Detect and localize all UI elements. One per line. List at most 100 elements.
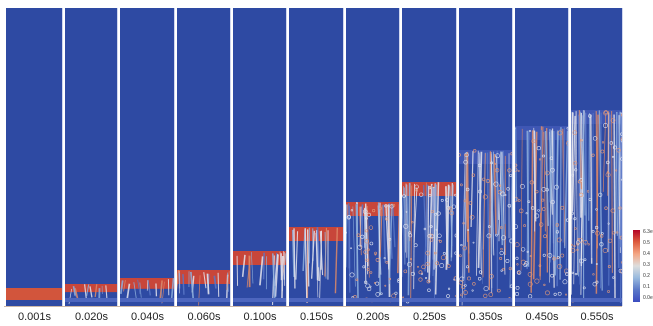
- plume-finger: [486, 152, 490, 289]
- plume-finger: [424, 184, 429, 272]
- mixed-eddy: [364, 229, 368, 233]
- mixed-eddy: [501, 235, 507, 241]
- mixed-eddy: [403, 269, 408, 274]
- frame-image: [6, 8, 63, 306]
- frame-image: [120, 8, 175, 306]
- colorbar-tick-label: 0.4: [643, 251, 650, 257]
- mixed-eddy: [579, 192, 584, 197]
- bottom-layer: [120, 298, 175, 302]
- plume-finger: [133, 282, 137, 299]
- mixing-front: [233, 251, 287, 265]
- mixed-eddy: [541, 187, 547, 192]
- mixed-eddy: [545, 290, 550, 296]
- mixed-eddy: [460, 293, 463, 297]
- mixed-eddy: [487, 225, 491, 229]
- plume-finger: [410, 185, 413, 301]
- mixed-eddy: [467, 276, 471, 281]
- mixed-eddy: [425, 250, 431, 256]
- mixed-eddy: [428, 186, 432, 190]
- mixed-eddy: [603, 123, 608, 128]
- mixed-eddy: [571, 248, 576, 253]
- mixed-eddy: [356, 233, 361, 238]
- mixed-eddy: [594, 225, 599, 230]
- mixed-eddy: [595, 230, 600, 236]
- plume-finger: [432, 187, 435, 276]
- mixed-eddy: [360, 234, 365, 239]
- plume-finger: [427, 185, 430, 273]
- mixed-eddy: [506, 187, 510, 191]
- bottom-layer: [346, 298, 400, 302]
- mixed-eddy: [537, 209, 540, 212]
- mixed-eddy: [436, 211, 441, 216]
- mixed-eddy: [362, 209, 368, 214]
- mixed-eddy: [599, 234, 604, 238]
- mixed-eddy: [445, 198, 449, 202]
- frame-image: [65, 8, 118, 306]
- mixed-eddy: [583, 239, 588, 245]
- plume-finger: [413, 187, 418, 243]
- mixed-eddy: [427, 288, 431, 293]
- mixed-eddy: [423, 227, 427, 231]
- frame-panel-0.020s: [65, 8, 118, 306]
- plume-finger: [262, 252, 265, 280]
- plume-finger: [241, 254, 246, 277]
- mixed-eddy: [598, 192, 603, 197]
- mixed-eddy: [547, 253, 553, 258]
- mixed-eddy: [600, 149, 605, 154]
- mixed-eddy: [607, 265, 611, 268]
- frame-panel-0.350s: [459, 8, 513, 306]
- mixed-eddy: [530, 206, 535, 210]
- plume-finger: [611, 111, 613, 273]
- mixed-eddy: [364, 280, 368, 284]
- plume-finger: [346, 204, 348, 268]
- mixed-eddy: [531, 139, 536, 144]
- mixed-eddy: [380, 292, 383, 295]
- colorbar-tick-label: 0.0e: [643, 295, 653, 301]
- mixed-eddy: [431, 209, 435, 213]
- time-label: 0.550s: [580, 311, 614, 323]
- mixed-eddy: [490, 161, 494, 165]
- mixed-eddy: [460, 243, 463, 247]
- mixed-eddy: [459, 254, 462, 258]
- mixed-eddy: [413, 243, 418, 248]
- plume-finger: [406, 184, 410, 275]
- mixed-eddy: [616, 231, 619, 234]
- frame-panel-0.040s: [120, 8, 175, 306]
- mixed-eddy: [579, 138, 583, 142]
- mixed-eddy: [483, 286, 489, 292]
- mixed-eddy: [488, 273, 494, 279]
- mixed-eddy: [507, 203, 512, 208]
- bottom-layer: [402, 298, 457, 302]
- frame-panel-0.150s: [289, 8, 344, 306]
- mixed-eddy: [611, 155, 614, 158]
- mixed-eddy: [515, 285, 520, 290]
- mixed-eddy: [464, 153, 467, 157]
- mixed-eddy: [485, 179, 490, 183]
- mixed-eddy: [493, 181, 499, 187]
- plume-finger: [364, 207, 367, 284]
- mixed-eddy: [366, 268, 370, 271]
- mixed-eddy: [616, 148, 621, 153]
- mixed-eddy: [463, 290, 468, 295]
- mixed-eddy: [463, 159, 468, 165]
- mixed-eddy: [438, 239, 441, 242]
- plume-finger: [94, 284, 98, 298]
- mixed-eddy: [610, 118, 616, 123]
- mixed-eddy: [499, 256, 503, 260]
- mixed-eddy: [525, 212, 528, 215]
- mixed-eddy: [375, 258, 380, 262]
- plume-finger: [509, 150, 513, 289]
- plume-finger: [533, 127, 536, 232]
- plume-finger: [385, 204, 390, 270]
- mixed-eddy: [410, 271, 415, 276]
- mixed-eddy: [409, 257, 413, 261]
- plume-finger: [388, 203, 393, 285]
- mixed-eddy: [579, 178, 583, 182]
- frame-image: [515, 8, 569, 306]
- mixed-eddy: [459, 153, 461, 157]
- mixed-eddy: [362, 265, 366, 269]
- mixed-eddy: [599, 242, 604, 247]
- plume-finger: [382, 204, 387, 263]
- mixed-eddy: [515, 167, 518, 172]
- mixed-eddy: [576, 248, 579, 251]
